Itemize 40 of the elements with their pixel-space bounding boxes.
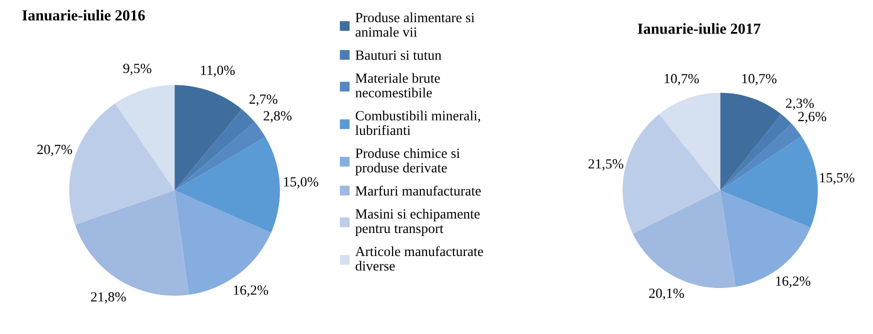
pie-slice — [174, 190, 272, 295]
pie-slice — [720, 92, 782, 190]
data-label: 10,7% — [742, 74, 776, 86]
pie-slice — [115, 85, 175, 190]
pie-slice — [174, 122, 266, 190]
chart-title: Ianuarie-iulie 2016 — [22, 10, 145, 21]
data-label: 15,5% — [820, 173, 854, 184]
legend-label: Materiale brute necomestibile — [355, 73, 440, 98]
data-label: 2,7% — [249, 94, 278, 106]
data-label: 11,0% — [201, 66, 235, 77]
legend-label: Bauturi si tutun — [356, 50, 442, 60]
pie-slice — [174, 137, 280, 233]
legend-label: Combustibili minerali, lubrifianti — [355, 110, 480, 135]
data-label: 10,7% — [664, 74, 699, 86]
data-label: 21,5% — [588, 159, 624, 171]
legend-label: Produse alimentare si animale vii — [356, 12, 474, 37]
data-label: 9,5% — [123, 64, 152, 76]
pie-slice — [720, 136, 818, 228]
pie-slice — [174, 85, 242, 190]
data-label: 20,7% — [37, 144, 72, 156]
data-label: 2,3% — [786, 98, 814, 110]
pie-slice — [720, 190, 810, 287]
data-label: 2,8% — [264, 111, 292, 122]
data-label: 15,0% — [284, 177, 318, 188]
legend-label: Masini si echipamente pentru transport — [355, 208, 480, 236]
pie-slice — [720, 114, 792, 190]
data-label: 20,1% — [649, 288, 684, 300]
pie-slice — [174, 109, 255, 190]
pie-slice — [622, 114, 720, 234]
pie-slice — [632, 190, 736, 288]
data-label: 16,2% — [234, 285, 268, 297]
data-label: 21,8% — [91, 292, 126, 304]
pie-slice — [720, 124, 802, 190]
data-label: 2,6% — [798, 112, 826, 124]
legend-label: Articole manufacturate diverse — [355, 246, 484, 271]
legend-label: Produse chimice si produse derivate — [355, 148, 460, 176]
chart-title: Ianuarie-iulie 2017 — [638, 23, 760, 34]
legend-label: Marfuri manufacturate — [356, 186, 481, 196]
pie-slice — [659, 92, 720, 190]
data-label: 16,2% — [776, 276, 810, 288]
